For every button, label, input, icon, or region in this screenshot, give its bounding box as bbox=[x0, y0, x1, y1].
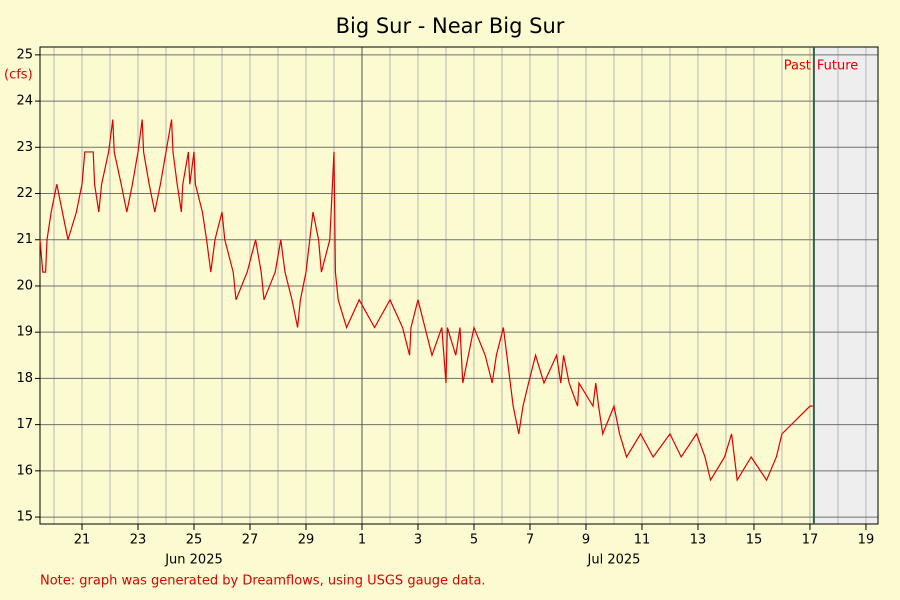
y-tick-label: 20 bbox=[16, 278, 33, 293]
month-label: Jun 2025 bbox=[164, 553, 223, 568]
y-tick-label: 22 bbox=[16, 186, 33, 201]
future-label: Future bbox=[817, 59, 858, 74]
note: Note: graph was generated by Dreamflows,… bbox=[40, 574, 486, 589]
x-tick-label: 9 bbox=[582, 533, 590, 548]
x-tick-label: 3 bbox=[414, 533, 422, 548]
x-tick-label: 5 bbox=[470, 533, 478, 548]
y-tick-label: 18 bbox=[16, 371, 33, 386]
x-tick-label: 23 bbox=[130, 533, 147, 548]
x-tick-label: 13 bbox=[690, 533, 707, 548]
x-tick-label: 21 bbox=[74, 533, 91, 548]
y-tick-label: 15 bbox=[16, 510, 33, 525]
x-tick-label: 7 bbox=[526, 533, 534, 548]
x-tick-label: 25 bbox=[186, 533, 203, 548]
x-tick-label: 15 bbox=[746, 533, 763, 548]
plot-area: 21 23 25 27 29 1 3 5 7 9 11 13 15 17 19151617181920212… bbox=[16, 46, 879, 568]
x-tick-label: 29 bbox=[298, 533, 315, 548]
x-tick-label: 19 bbox=[858, 533, 875, 548]
y-tick-label: 17 bbox=[16, 417, 33, 432]
data-line bbox=[39, 119, 813, 482]
y-tick-label: 19 bbox=[16, 325, 33, 340]
y-tick-label: 24 bbox=[16, 94, 33, 109]
x-tick-label: 11 bbox=[634, 533, 651, 548]
x-tick-label: 17 bbox=[802, 533, 819, 548]
chart-title: Big Sur - Near Big Sur bbox=[336, 14, 565, 38]
month-label: Jul 2025 bbox=[587, 553, 641, 568]
y-axis-label: (cfs) bbox=[4, 68, 33, 83]
past-label: Past bbox=[784, 59, 811, 74]
plot-border bbox=[39, 46, 879, 525]
y-tick-label: 25 bbox=[16, 47, 33, 62]
y-tick-label: 16 bbox=[16, 463, 33, 478]
y-tick-label: 21 bbox=[16, 232, 33, 247]
x-tick-label: 1 bbox=[358, 533, 366, 548]
y-tick-label: 23 bbox=[16, 140, 33, 155]
x-tick-label: 27 bbox=[242, 533, 259, 548]
